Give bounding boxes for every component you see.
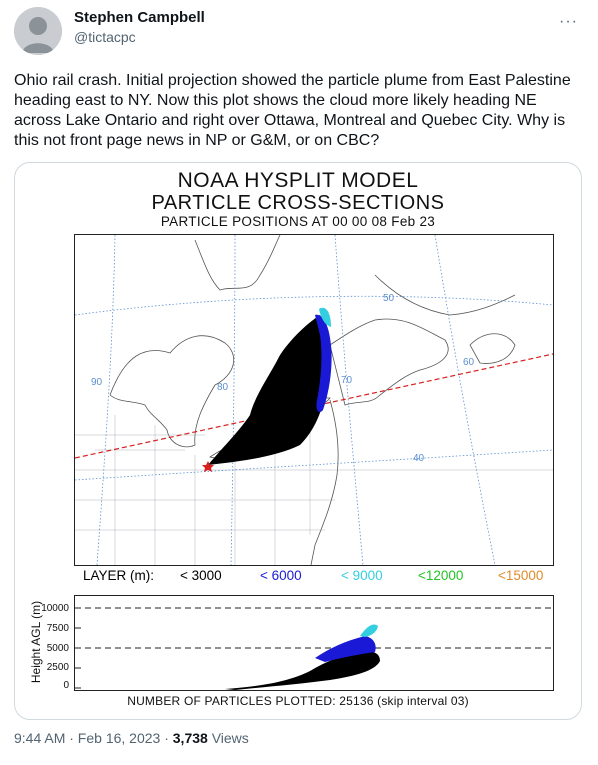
figure-timestamp: PARTICLE POSITIONS AT 00 00 08 Feb 23 [160, 214, 436, 229]
figure-subtitle: PARTICLE CROSS-SECTIONS [151, 192, 445, 214]
lat-label-40: 40 [413, 453, 425, 464]
legend-layer-4: <12000 [418, 568, 464, 583]
plume-map: 50 40 90 80 70 60 [74, 234, 554, 566]
ytick-label: 10000 [41, 603, 69, 614]
legend-label: LAYER (m): [83, 568, 155, 583]
tweet-text: Ohio rail crash. Initial projection show… [14, 72, 571, 149]
tweet-timestamp[interactable]: 9:44 AM · Feb 16, 2023 · [14, 730, 173, 746]
legend-layer-2: < 6000 [260, 568, 302, 583]
state-borders [75, 415, 553, 565]
views-count[interactable]: 3,738 [172, 730, 208, 746]
lon-label-60: 60 [463, 357, 475, 368]
maritimes-coast [329, 318, 449, 406]
lon-label-90: 90 [91, 377, 103, 388]
lat-label-50: 50 [383, 293, 395, 304]
tweet-meta: 9:44 AM · Feb 16, 2023 · 3,738 Views [14, 730, 249, 746]
y-ticks [75, 607, 81, 689]
lon-label-80: 80 [217, 382, 229, 393]
height-cross-section [74, 595, 554, 691]
legend-layer-5: <15000 [498, 568, 544, 583]
newfoundland-coast [469, 333, 516, 364]
xsec-black [225, 650, 380, 690]
plume-black [208, 315, 329, 465]
cross-section-graphic [75, 607, 553, 690]
height-gridlines [75, 607, 553, 649]
xsec-cyan [360, 624, 378, 637]
east-coast [310, 399, 339, 565]
default-profile-icon [14, 7, 62, 55]
ytick-label: 7500 [46, 623, 69, 634]
tweet-header: Stephen Campbell @tictacpc ··· [14, 7, 584, 57]
ytick-label: 2500 [46, 662, 69, 673]
author-names: Stephen Campbell @tictacpc [74, 9, 205, 45]
figure-title: NOAA HYSPLIT MODEL [177, 169, 419, 192]
views-label: Views [207, 730, 249, 746]
particle-count-line: NUMBER OF PARTICLES PLOTTED: 25136 (skip… [127, 694, 469, 708]
avatar[interactable] [14, 7, 62, 55]
more-options-icon[interactable]: ··· [559, 13, 578, 30]
legend-layer-3: < 9000 [341, 568, 383, 583]
xsec-blue [315, 636, 376, 662]
lon-label-70: 70 [341, 375, 353, 386]
plume-blue [315, 314, 332, 413]
author-display-name[interactable]: Stephen Campbell [74, 9, 205, 26]
legend-layer-1: < 3000 [180, 568, 222, 583]
tweet-image[interactable]: NOAA HYSPLIT MODEL PARTICLE CROSS-SECTIO… [14, 162, 582, 720]
labrador-coast [374, 274, 516, 316]
layer-legend: LAYER (m): < 3000 < 6000 < 9000 <12000 <… [15, 568, 581, 586]
map-graphic: 50 40 90 80 70 60 [75, 235, 553, 565]
graticule [75, 235, 553, 565]
author-handle[interactable]: @tictacpc [74, 29, 136, 45]
hudson-bay-coast [194, 235, 281, 291]
great-lakes-outline [109, 335, 235, 448]
particle-plume [208, 307, 332, 465]
ytick-label: 0 [63, 680, 69, 691]
ytick-label: 5000 [46, 643, 69, 654]
plume-cyan [319, 307, 331, 327]
source-star-icon [202, 461, 214, 472]
